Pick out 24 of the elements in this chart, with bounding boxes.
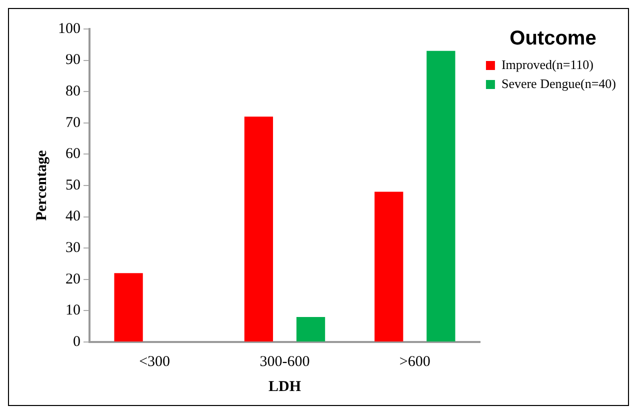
x-tick-label: >600 [399, 354, 430, 370]
y-tick-label: 40 [66, 208, 80, 225]
y-tick-label: 10 [66, 302, 80, 319]
bar [296, 316, 326, 342]
y-tick-label: 90 [66, 52, 80, 68]
y-tick-label: 50 [66, 177, 80, 194]
y-axis-title: Percentage [34, 150, 50, 221]
y-tick-label: 70 [66, 114, 80, 131]
y-tick-label: 80 [66, 84, 80, 100]
bar [426, 50, 456, 342]
y-tick-label: 20 [66, 271, 80, 288]
legend-title: Outcome [510, 28, 596, 50]
bar [114, 273, 143, 342]
legend-label: Improved(n=110) [501, 56, 594, 72]
x-tick-label: 300-600 [260, 354, 310, 370]
bar [374, 192, 404, 342]
x-axis-title: LDH [268, 378, 302, 395]
x-tick-label: <300 [139, 354, 170, 370]
y-tick-label: 100 [58, 20, 80, 37]
y-tick-label: 30 [66, 240, 80, 256]
y-tick-label: 60 [66, 146, 80, 162]
bar [244, 116, 274, 342]
legend-label: Severe Dengue(n=40) [501, 76, 616, 91]
y-tick-label: 0 [73, 334, 80, 350]
